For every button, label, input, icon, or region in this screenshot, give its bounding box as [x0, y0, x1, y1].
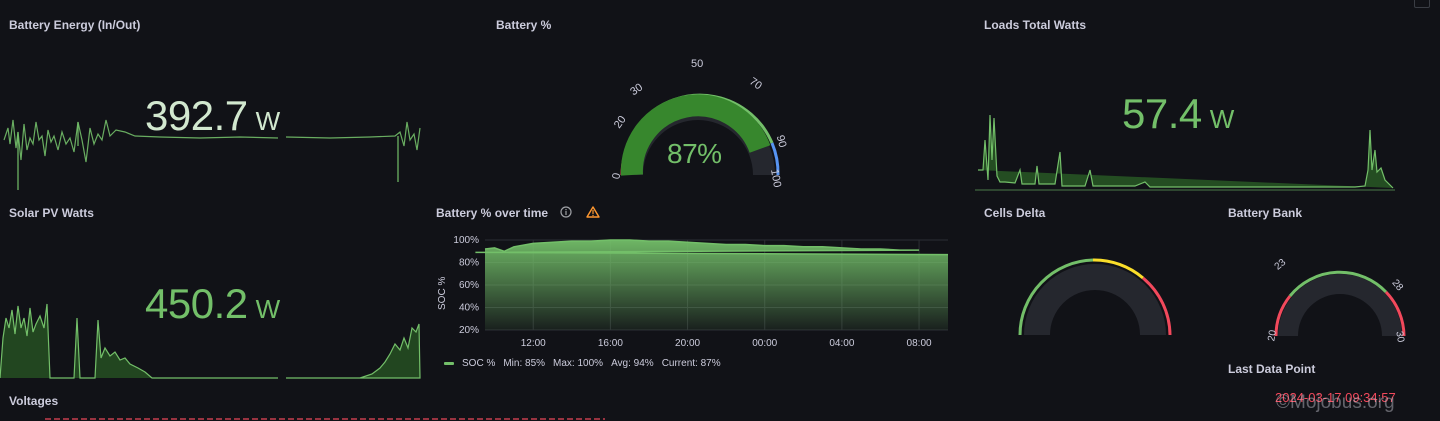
- panel-title-battery-energy[interactable]: Battery Energy (In/Out): [9, 18, 141, 32]
- gauge-tick-0: 0: [610, 172, 623, 180]
- gauge-tick-30: 30: [628, 81, 645, 98]
- battery-bank-gauge: 20 23 28 30: [1266, 257, 1406, 344]
- legend-current: Current: 87%: [661, 358, 721, 369]
- soc-ylabel: SOC %: [437, 277, 448, 310]
- legend-max: Max: 100%: [553, 358, 604, 369]
- panel-title-battery-pct[interactable]: Battery %: [496, 18, 552, 32]
- soc-ytick-label: 40%: [459, 303, 479, 314]
- last-data-point-value: 2024-03-17 09:34:57: [1275, 390, 1396, 405]
- soc-ytick-label: 100%: [453, 235, 479, 246]
- soc-xtick-label: 00:00: [752, 338, 777, 349]
- panel-title-battery-pct-over-time[interactable]: Battery % over time: [436, 206, 549, 220]
- panel-title-solar-pv[interactable]: Solar PV Watts: [9, 206, 94, 220]
- panel-menu-corner[interactable]: [1414, 0, 1430, 8]
- loads-total-number: 57.4: [1122, 90, 1202, 137]
- soc-series-area: [475, 240, 948, 330]
- gauge-tick-50: 50: [691, 58, 703, 70]
- soc-legend[interactable]: SOC % Min: 85% Max: 100% Avg: 94% Current: 8…: [444, 358, 729, 369]
- soc-xtick-label: 20:00: [675, 338, 700, 349]
- legend-avg: Avg: 94%: [611, 358, 654, 369]
- legend-series-name: SOC %: [462, 358, 496, 369]
- cells-delta-gauge: [1018, 258, 1172, 336]
- bank-tick-30: 30: [1393, 330, 1406, 343]
- panel-title-battery-bank[interactable]: Battery Bank: [1228, 206, 1303, 220]
- solar-pv-value: 450.2 W: [145, 280, 280, 328]
- gauge-tick-20: 20: [612, 114, 629, 131]
- warning-triangle-icon[interactable]: [586, 206, 600, 218]
- voltages-line-preview: [45, 418, 605, 420]
- battery-energy-sparkline: [3, 119, 421, 190]
- soc-area-chart[interactable]: 20% 40% 60% 80% 100% 12:00 16:00 20:00 00:00 04:…: [430, 230, 955, 355]
- info-circle-icon[interactable]: [560, 206, 572, 218]
- legend-min: Min: 85%: [503, 358, 546, 369]
- soc-ytick-label: 20%: [459, 325, 479, 336]
- soc-xtick-label: 12:00: [521, 338, 546, 349]
- solar-pv-sparkline: [0, 303, 421, 379]
- legend-swatch: [444, 361, 454, 365]
- panel-title-voltages[interactable]: Voltages: [9, 394, 59, 408]
- loads-total-value: 57.4 W: [1122, 90, 1234, 138]
- solar-pv-unit: W: [255, 294, 281, 324]
- solar-pv-number: 450.2: [145, 280, 248, 327]
- battery-pct-gauge: 0 20 30 50 70 90 100: [610, 58, 789, 188]
- battery-energy-number: 392.7: [145, 92, 248, 139]
- soc-xtick-label: 04:00: [829, 338, 854, 349]
- panel-title-loads-total[interactable]: Loads Total Watts: [984, 18, 1086, 32]
- bank-tick-23: 23: [1273, 257, 1289, 273]
- loads-total-unit: W: [1209, 104, 1235, 134]
- watermark: ©Mojobus.org: [1276, 392, 1395, 413]
- battery-energy-value: 392.7 W: [145, 92, 280, 140]
- soc-series-line: [475, 239, 949, 256]
- bank-tick-20: 20: [1266, 329, 1279, 342]
- soc-ytick-label: 80%: [459, 258, 479, 269]
- gauge-tick-100: 100: [768, 168, 783, 188]
- panel-title-cells-delta[interactable]: Cells Delta: [984, 206, 1046, 220]
- loads-sparkline: [975, 114, 1395, 191]
- panel-title-last-data-point[interactable]: Last Data Point: [1228, 362, 1316, 376]
- battery-pct-value: 87%: [667, 138, 722, 169]
- soc-xtick-label: 08:00: [907, 338, 932, 349]
- soc-xtick-label: 16:00: [598, 338, 623, 349]
- soc-ytick-label: 60%: [459, 280, 479, 291]
- gauge-tick-90: 90: [774, 134, 789, 149]
- gauge-tick-70: 70: [747, 75, 764, 92]
- battery-energy-unit: W: [255, 106, 281, 136]
- bank-tick-28: 28: [1389, 278, 1405, 294]
